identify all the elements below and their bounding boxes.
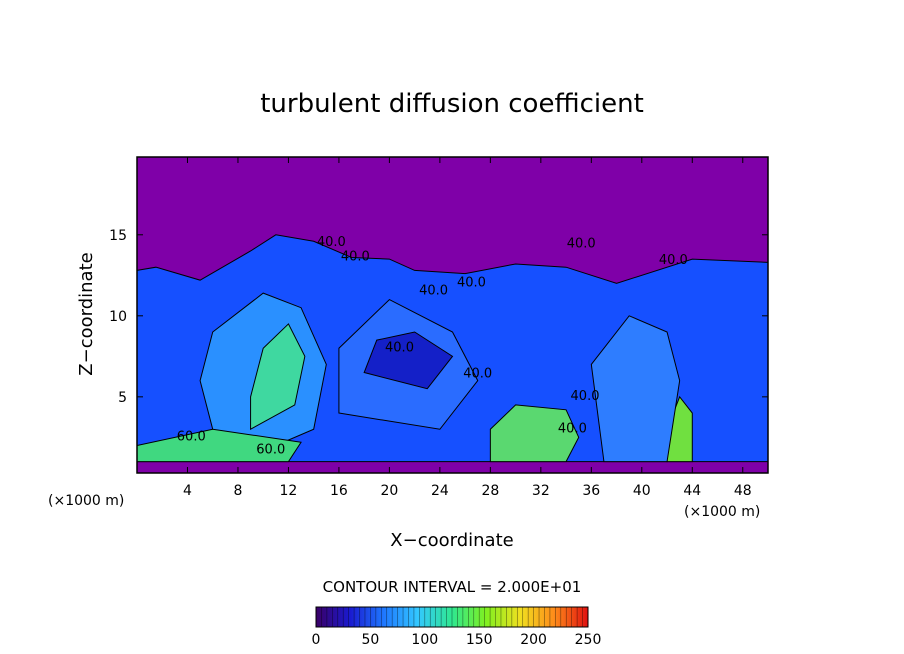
colorbar-tick-label: 250: [575, 632, 602, 648]
y-axis-label: Z−coordinate: [76, 252, 97, 375]
chart-title: turbulent diffusion coefficient: [260, 89, 644, 119]
contour-label: 40.0: [463, 366, 492, 381]
contour-label: 40.0: [385, 340, 414, 355]
field-region-bottom-left: [137, 428, 302, 463]
field-region-left-core: [250, 323, 306, 431]
colorbar-tick-label: 100: [411, 632, 438, 648]
contour-label: 60.0: [177, 430, 206, 445]
field-region-bottom-center: [489, 404, 580, 463]
x-tick-label: 16: [330, 483, 348, 499]
contour-label: 40.0: [457, 276, 486, 291]
x-tick-label: 48: [734, 483, 752, 499]
colorbar-tick-label: 150: [466, 632, 493, 648]
contour-interval-text: CONTOUR INTERVAL = 2.000E+01: [323, 578, 582, 596]
colorbar-ticks: 0 50 100 150 200 250: [312, 632, 602, 648]
field-region-right-vortex: [590, 315, 681, 463]
colorbar: 0 50 100 150 200 250: [312, 606, 602, 648]
x-tick-label: 20: [380, 483, 398, 499]
contour-label: 40.0: [567, 237, 596, 252]
contour-label: 40.0: [419, 284, 448, 299]
contour-label: 60.0: [256, 443, 285, 458]
y-tick-label: 15: [109, 228, 127, 244]
plot-area: 40.040.040.040.040.040.040.040.040.040.0…: [137, 157, 768, 473]
x-unit-left: (×1000 m): [48, 493, 124, 509]
contour-label: 40.0: [341, 250, 370, 265]
contour-label: 40.0: [317, 235, 346, 250]
field-region-center-low: [363, 331, 454, 390]
x-tick-label: 28: [481, 483, 499, 499]
x-axis-label: X−coordinate: [390, 530, 513, 551]
colorbar-tick-label: 50: [361, 632, 379, 648]
colorbar-tick-label: 0: [312, 632, 321, 648]
y-tick-label: 5: [118, 390, 127, 406]
x-tick-label: 24: [431, 483, 449, 499]
colorbar-frame: [315, 606, 589, 628]
x-tick-label: 4: [183, 483, 192, 499]
x-tick-label: 12: [280, 483, 298, 499]
contour-label: 40.0: [659, 253, 688, 268]
x-tick-label: 32: [532, 483, 550, 499]
y-tick-label: 10: [109, 309, 127, 325]
x-unit-right: (×1000 m): [684, 504, 760, 520]
x-tick-label: 40: [633, 483, 651, 499]
colorbar-tick-label: 200: [520, 632, 547, 648]
contour-label: 40.0: [558, 421, 587, 436]
plot-frame: [136, 156, 769, 474]
x-tick-label: 36: [582, 483, 600, 499]
x-tick-label: 44: [683, 483, 701, 499]
x-axis-ticks: 4 8 12 16 20 24 28 32 36 40 44 48: [183, 157, 752, 499]
x-tick-label: 8: [233, 483, 242, 499]
contour-label: 40.0: [571, 389, 600, 404]
colorbar-bands: [321, 607, 583, 627]
y-axis-ticks: 5 10 15: [109, 228, 768, 406]
